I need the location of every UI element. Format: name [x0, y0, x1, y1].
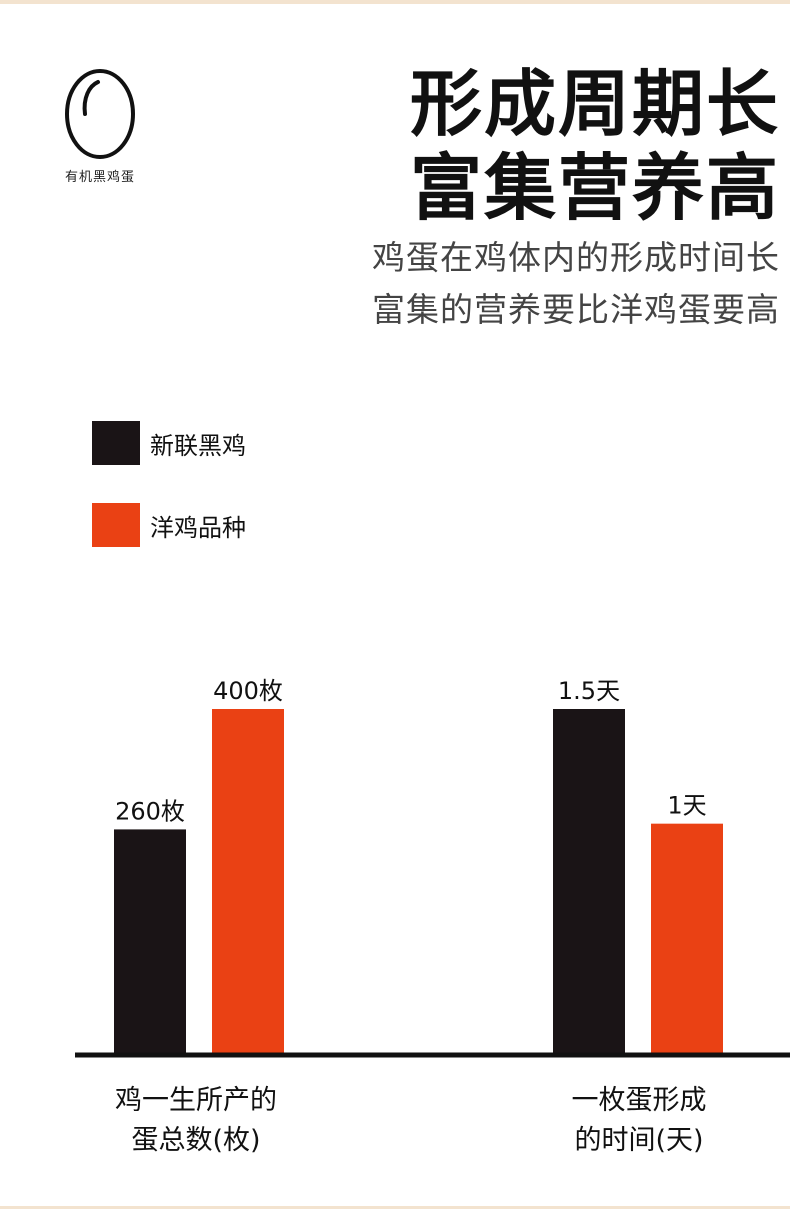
bar-chart: 260枚 400枚 1.5天 1天: [75, 677, 790, 1058]
bottom-edge-strip: [0, 1206, 790, 1209]
data-label-total-eggs-black: 260枚: [115, 797, 185, 825]
bar-total-eggs-orange: [212, 709, 284, 1053]
headline-line1: 形成周期长: [409, 62, 780, 146]
legend-label-black: 新联黑鸡: [150, 431, 246, 460]
subheadline-line1: 鸡蛋在鸡体内的形成时间长: [372, 238, 780, 277]
data-label-total-eggs-orange: 400枚: [213, 677, 283, 705]
brand-logo: 有机黑鸡蛋: [50, 62, 150, 185]
legend-swatch-orange: [92, 503, 140, 547]
egg-icon: [65, 69, 135, 159]
top-edge-strip: [0, 0, 790, 4]
headline-line2: 富集营养高: [409, 146, 780, 230]
subheadline: 鸡蛋在鸡体内的形成时间长 富集的营养要比洋鸡蛋要高: [372, 232, 780, 336]
data-label-formation-time-black: 1.5天: [558, 677, 620, 705]
bar-formation-time-black: [553, 709, 625, 1053]
category-label-total-eggs-line1: 鸡一生所产的: [115, 1085, 277, 1116]
subheadline-line2: 富集的营养要比洋鸡蛋要高: [372, 290, 780, 329]
category-label-formation-time: 一枚蛋形成 的时间(天): [509, 1081, 769, 1161]
category-label-total-eggs: 鸡一生所产的 蛋总数(枚): [66, 1081, 326, 1161]
bar-formation-time-orange: [651, 823, 723, 1053]
legend-swatch-black: [92, 421, 140, 465]
category-label-total-eggs-line2: 蛋总数(枚): [131, 1125, 261, 1156]
brand-name: 有机黑鸡蛋: [64, 170, 135, 185]
data-label-formation-time-orange: 1天: [667, 792, 706, 820]
legend-item-orange: 洋鸡品种: [92, 503, 246, 547]
category-label-formation-time-line1: 一枚蛋形成: [571, 1085, 707, 1116]
category-label-formation-time-line2: 的时间(天): [574, 1125, 704, 1156]
headline: 形成周期长 富集营养高: [410, 62, 780, 230]
legend-item-black: 新联黑鸡: [92, 421, 246, 465]
legend-label-orange: 洋鸡品种: [150, 513, 246, 542]
bar-total-eggs-black: [114, 829, 186, 1053]
